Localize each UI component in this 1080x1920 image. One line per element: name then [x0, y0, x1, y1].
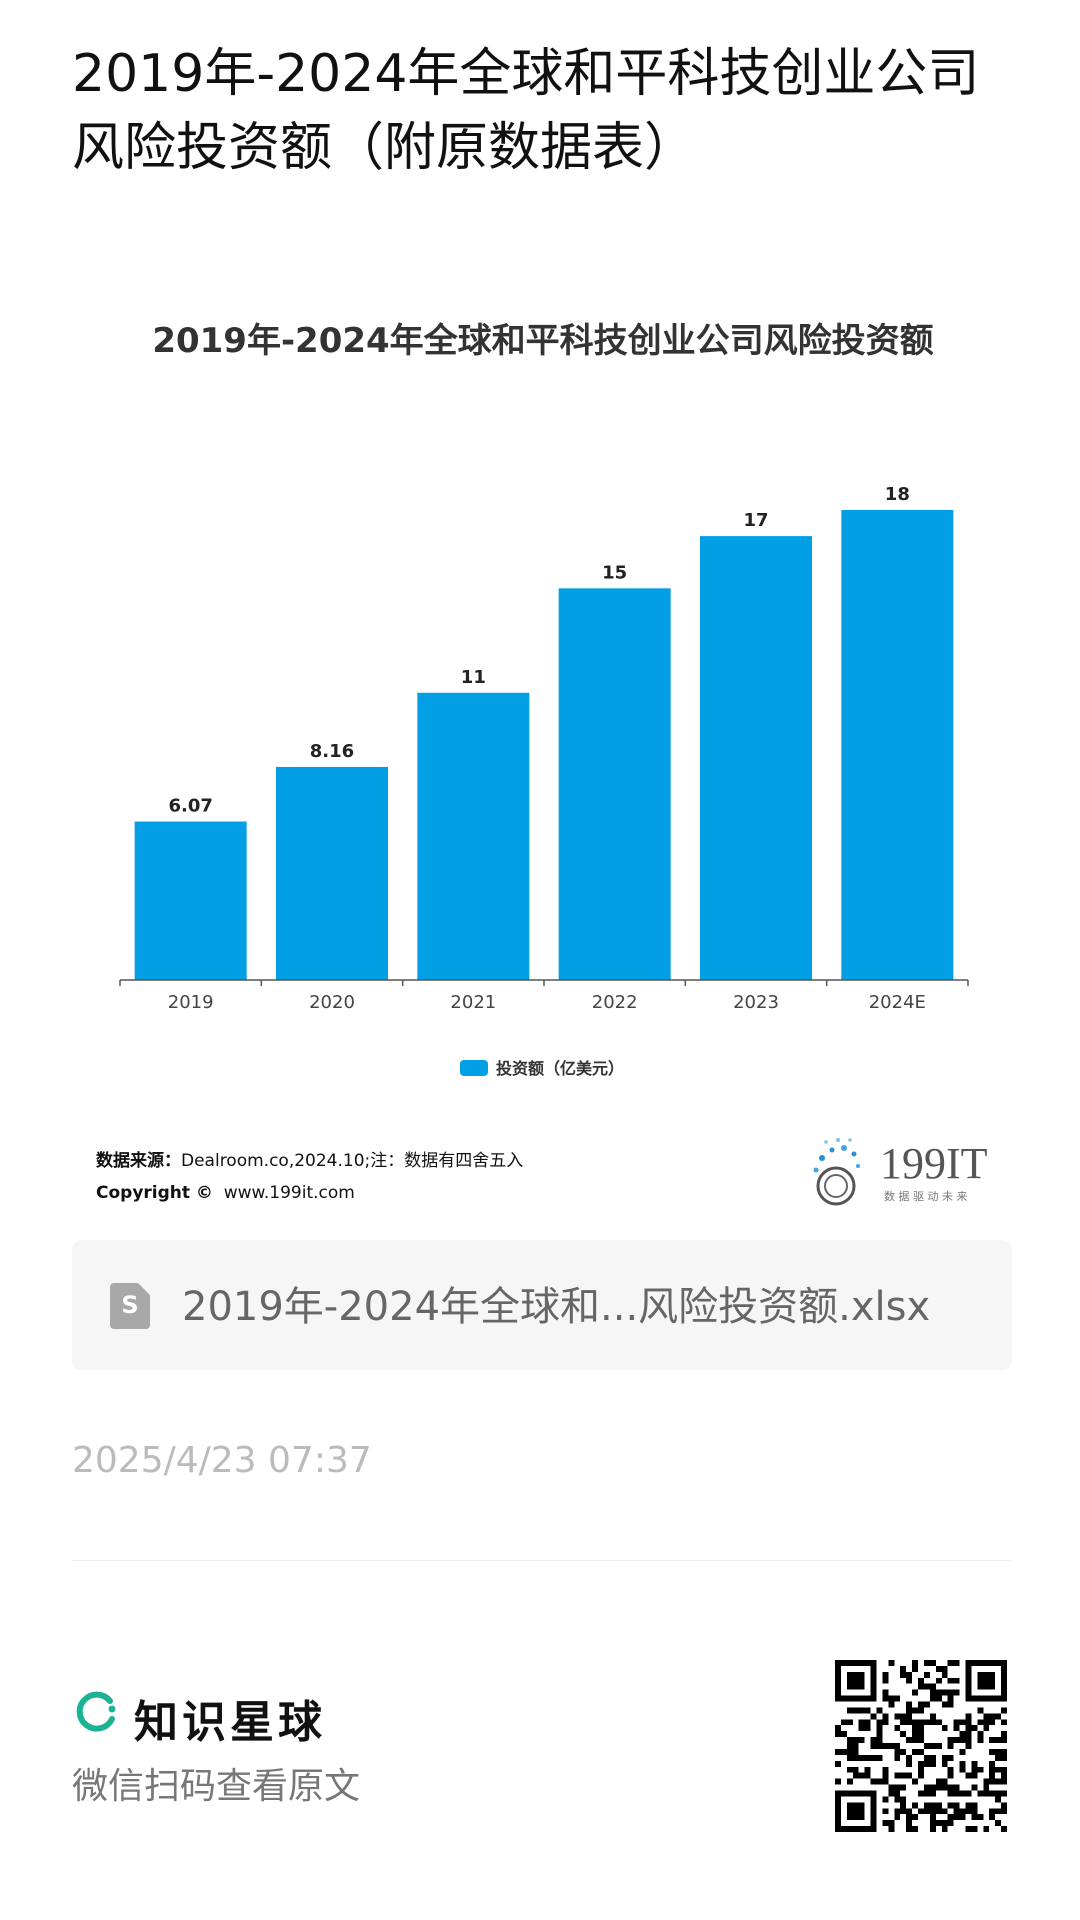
x-tick-label-2022: 2022: [592, 992, 638, 1013]
legend-swatch: [460, 1060, 488, 1076]
199it-logo: 199IT 数 据 驱 动 未 来: [813, 1138, 988, 1206]
logo-tagline: 数 据 驱 动 未 来: [884, 1189, 967, 1203]
brand-name: 知识星球: [134, 1697, 326, 1748]
source-block: 数据来源：Dealroom.co,2024.10;注：数据有四舍五入 Copyr…: [96, 1145, 523, 1209]
bar-2024E: [841, 510, 954, 980]
source-label: 数据来源：: [96, 1151, 181, 1171]
value-label-2019: 6.07: [168, 796, 212, 817]
bar-2020: [276, 766, 388, 980]
value-label-2020: 8.16: [310, 741, 354, 762]
x-tick-label-2024E: 2024E: [869, 992, 926, 1013]
value-label-2023: 17: [743, 510, 768, 531]
value-label-2021: 11: [461, 667, 486, 688]
spreadsheet-file-icon: S: [110, 1283, 150, 1329]
x-tick-label-2023: 2023: [733, 992, 779, 1013]
source-line: 数据来源：Dealroom.co,2024.10;注：数据有四舍五入: [96, 1145, 523, 1177]
page-title: 2019年-2024年全球和平科技创业公司风险投资额（附原数据表）: [72, 44, 980, 178]
attachment-file-name[interactable]: 2019年-2024年全球和...风险投资额.xlsx: [182, 1284, 931, 1330]
bar-2022: [558, 588, 671, 980]
x-tick-label-2020: 2020: [309, 992, 355, 1013]
copyright-label: Copyright ©: [96, 1183, 213, 1203]
scan-hint: 微信扫码查看原文: [72, 1766, 361, 1807]
qr-code-icon[interactable]: [835, 1660, 1007, 1832]
bar-2021: [417, 692, 530, 980]
value-label-2022: 15: [602, 562, 627, 583]
zsxq-ring-icon: [76, 1691, 116, 1732]
value-label-2024E: 18: [885, 484, 910, 505]
bar-2023: [700, 536, 812, 980]
attachment-card[interactable]: S 2019年-2024年全球和...风险投资额.xlsx: [72, 1240, 1012, 1370]
x-tick-label-2021: 2021: [450, 992, 496, 1013]
divider: [72, 1560, 1012, 1561]
logo-name: 199IT: [880, 1139, 988, 1188]
source-text: Dealroom.co,2024.10;注：数据有四舍五入: [181, 1151, 524, 1171]
dandelion-logo-icon: [813, 1138, 860, 1206]
x-tick-label-2019: 2019: [168, 992, 214, 1013]
chart-title: 2019年-2024年全球和平科技创业公司风险投资额: [152, 321, 933, 361]
copyright-line: Copyright © www.199it.com: [96, 1177, 523, 1209]
post-timestamp: 2025/4/23 07:37: [72, 1440, 372, 1481]
copyright-text: www.199it.com: [223, 1183, 355, 1203]
bar-2019: [134, 821, 247, 980]
bar-chart: 2019年-2024年全球和平科技创业公司风险投资额 6.07 8.16 11 15 1…: [119, 321, 969, 1078]
legend-label: 投资额（亿美元）: [496, 1059, 624, 1078]
